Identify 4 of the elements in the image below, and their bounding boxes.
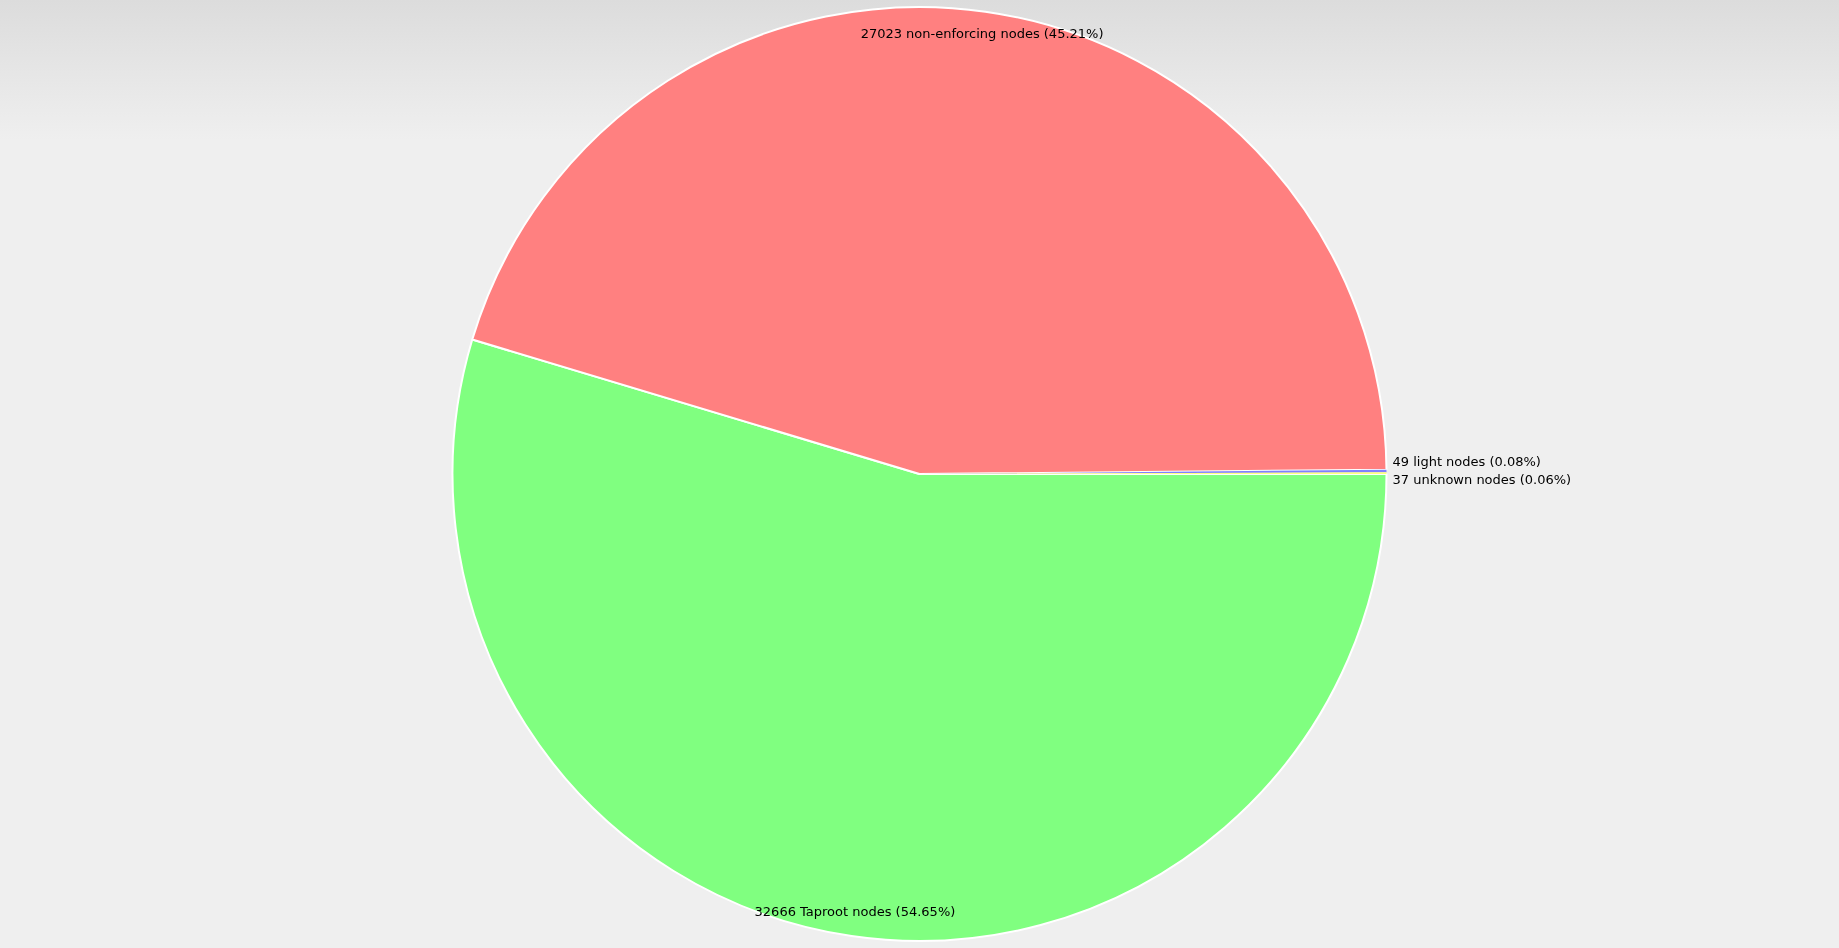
slice-label: 37 unknown nodes (0.06%) [1392, 472, 1572, 488]
slice-label: 32666 Taproot nodes (54.65%) [754, 904, 956, 920]
slice-label: 49 light nodes (0.08%) [1392, 454, 1541, 470]
slice-label: 27023 non-enforcing nodes (45.21%) [860, 26, 1104, 42]
